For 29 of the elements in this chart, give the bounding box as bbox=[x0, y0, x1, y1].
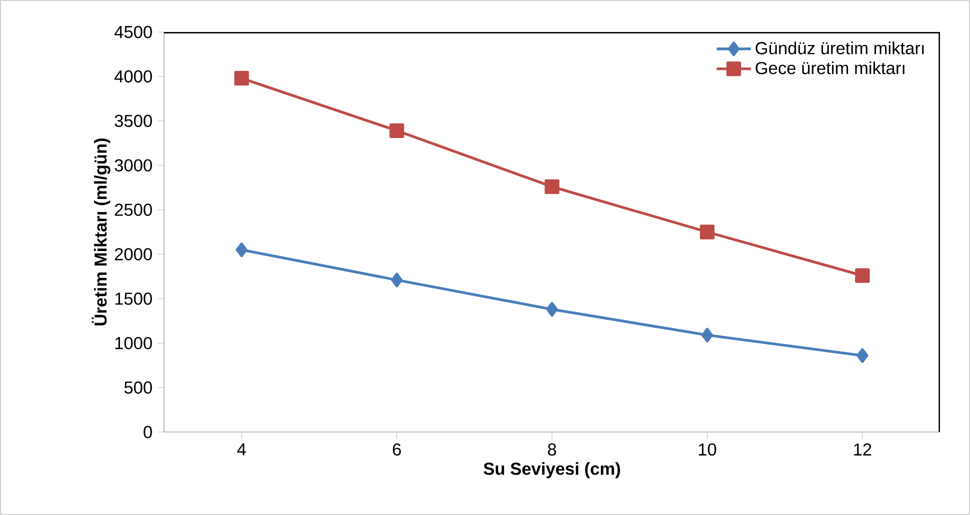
y-tick-label: 1000 bbox=[115, 336, 152, 350]
point bbox=[855, 268, 870, 283]
legend-label: Gündüz üretim miktarı bbox=[756, 42, 924, 54]
y-tick-label: 0 bbox=[144, 426, 152, 438]
y-tick-label: 3500 bbox=[114, 114, 152, 128]
y-tick-label: 4000 bbox=[114, 70, 152, 83]
y-tick-label: 2000 bbox=[114, 248, 152, 260]
x-tick-label: 10 bbox=[698, 443, 716, 456]
point bbox=[701, 328, 714, 342]
x-tick-label: 6 bbox=[392, 443, 401, 456]
y-tick-label: 3000 bbox=[114, 159, 152, 172]
y-tick-label: 1500 bbox=[115, 292, 152, 305]
legend-label: Gece üretim miktarı bbox=[756, 61, 904, 74]
point bbox=[856, 348, 868, 363]
point bbox=[236, 242, 248, 258]
x-tick-label: 4 bbox=[237, 443, 246, 456]
point bbox=[546, 302, 558, 317]
x-axis-title: Su Seviyesi (cm) bbox=[484, 462, 620, 478]
point bbox=[390, 272, 403, 288]
point bbox=[700, 224, 715, 240]
point bbox=[544, 179, 560, 194]
y-tick-label: 2500 bbox=[114, 204, 152, 216]
x-tick-label: 12 bbox=[854, 443, 872, 456]
point bbox=[234, 70, 249, 86]
y-tick-label: 500 bbox=[124, 381, 152, 394]
y-tick-label: 4500 bbox=[114, 26, 152, 38]
point bbox=[389, 123, 404, 138]
y-axis-title: Üretim Miktarı (ml/gün) bbox=[92, 138, 110, 326]
x-tick-label: 8 bbox=[548, 443, 556, 456]
